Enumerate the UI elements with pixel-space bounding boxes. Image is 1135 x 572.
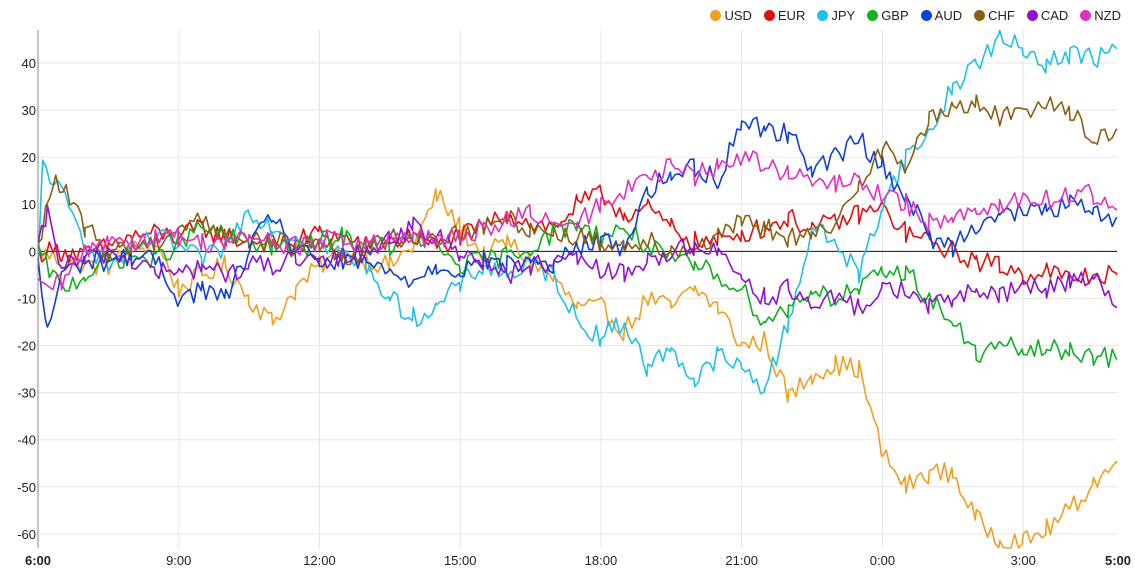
legend-label: AUD [934,7,963,23]
legend-label: NZD [1094,7,1121,23]
x-tick-label: 9:00 [166,553,191,568]
x-tick-label: 0:00 [870,553,895,568]
y-tick-label: -60 [17,527,36,542]
x-tick-label: 15:00 [444,553,477,568]
y-tick-label: 0 [29,244,36,259]
x-tick-label: 12:00 [303,553,336,568]
y-tick-label: -10 [17,291,36,306]
x-axis: 6:00 9:00 12:00 15:00 18:00 21:00 0:00 3:00 5:00 [25,553,1131,568]
legend-item-usd[interactable]: USD [710,7,752,23]
x-tick-label: 18:00 [585,553,618,568]
legend-swatch [867,9,879,21]
legend-item-jpy[interactable]: JPY [817,8,855,23]
legend-swatch [817,9,829,21]
legend-swatch [1080,9,1092,21]
legend-item-eur[interactable]: EUR [763,7,806,23]
series-line-cad [37,204,1118,316]
legend-item-gbp[interactable]: GBP [867,7,909,23]
series-line-nzd [37,150,1118,291]
legend-item-chf[interactable]: CHF [974,8,1015,23]
series-line-chf [37,94,1118,266]
y-tick-label: -20 [17,339,36,354]
legend-swatch [1026,9,1038,21]
series-line-gbp [37,218,1118,369]
x-tick-label: 5:00 [1105,553,1131,568]
legend-item-cad[interactable]: CAD [1026,7,1069,23]
y-tick-label: -30 [17,386,36,401]
y-tick-label: 10 [22,197,36,212]
chart-legend: USD EUR JPY GBP AUD CHF CAD NZD [710,5,1121,25]
y-tick-label: 30 [22,103,36,118]
series-line-jpy [37,29,1118,395]
y-tick-label: 20 [22,150,36,165]
x-tick-label: 3:00 [1011,553,1036,568]
y-tick-label: -50 [17,480,36,495]
legend-swatch [710,9,722,21]
legend-label: CAD [1040,7,1069,23]
legend-label: CHF [988,7,1015,23]
legend-swatch [974,9,986,21]
y-tick-label: 40 [22,56,36,71]
series-lines [37,29,1118,549]
legend-label: GBP [881,7,909,23]
legend-label: JPY [831,7,856,23]
legend-label: EUR [777,7,806,23]
x-tick-label: 21:00 [725,553,758,568]
series-line-aud [37,116,1118,328]
legend-swatch [763,9,775,21]
x-tick-label: 6:00 [25,553,51,568]
legend-label: USD [724,7,752,23]
y-axis: 40 30 20 10 0 -10 -20 -30 -40 -50 -60 [17,30,39,548]
series-line-eur [37,184,1118,286]
y-tick-label: -40 [17,433,36,448]
legend-item-aud[interactable]: AUD [920,7,963,23]
legend-swatch [920,9,932,21]
legend-item-nzd[interactable]: NZD [1080,8,1121,23]
